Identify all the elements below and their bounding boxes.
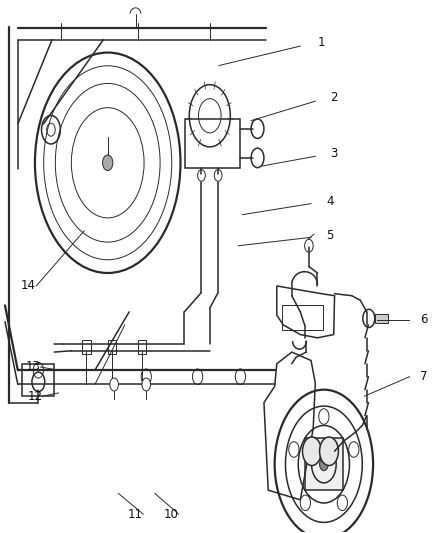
Text: 1: 1 — [318, 36, 325, 50]
Circle shape — [320, 437, 339, 465]
Bar — [108, 340, 116, 354]
Circle shape — [142, 378, 151, 391]
Text: 7: 7 — [420, 370, 427, 383]
Text: 11: 11 — [128, 507, 143, 521]
Circle shape — [300, 495, 311, 511]
Bar — [138, 340, 146, 354]
Bar — [22, 364, 54, 396]
Circle shape — [110, 378, 118, 391]
Text: 6: 6 — [420, 313, 427, 326]
Circle shape — [319, 409, 329, 424]
Text: 12: 12 — [28, 390, 42, 402]
Circle shape — [102, 155, 113, 171]
Text: 10: 10 — [164, 507, 179, 521]
Text: 2: 2 — [330, 92, 338, 104]
Circle shape — [303, 437, 321, 465]
Bar — [283, 305, 323, 330]
Circle shape — [349, 442, 359, 457]
Text: 4: 4 — [326, 195, 333, 208]
Bar — [304, 438, 343, 490]
Text: 5: 5 — [326, 229, 333, 242]
Text: 14: 14 — [21, 279, 36, 293]
Bar — [185, 119, 240, 168]
Bar — [82, 340, 91, 354]
Circle shape — [337, 495, 347, 511]
Circle shape — [289, 442, 299, 457]
Circle shape — [320, 458, 328, 471]
Text: 3: 3 — [330, 147, 338, 159]
Bar — [375, 314, 388, 323]
Text: 13: 13 — [25, 360, 40, 374]
